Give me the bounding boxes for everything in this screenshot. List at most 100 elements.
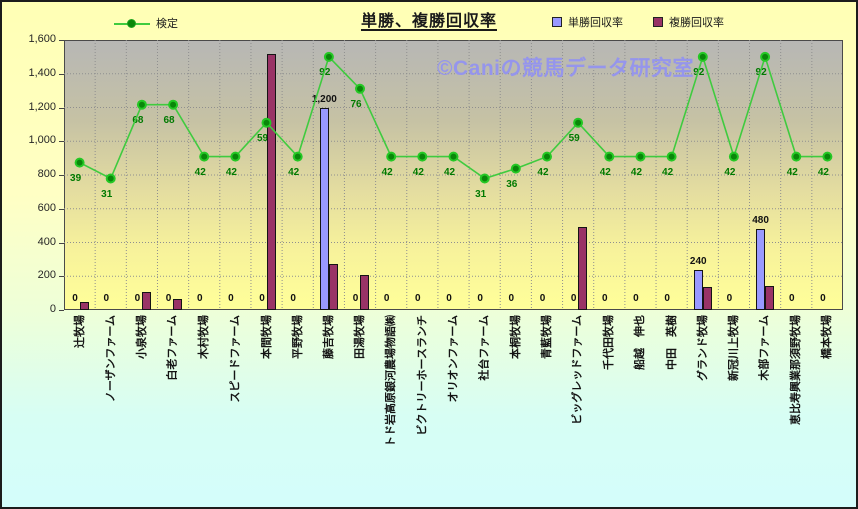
x-axis-label: 橋本牧場 [821, 315, 834, 359]
x-axis-label: スピードファーム [229, 315, 242, 403]
legend-fukusho-label: 複勝回収率 [669, 17, 724, 29]
x-axis-label: 木村牧場 [198, 315, 211, 359]
fukusho-bar [79, 302, 89, 310]
x-axis-label: 中田 英樹 [665, 315, 678, 370]
bar-value-label: 0 [664, 293, 670, 304]
bar-value-label: 0 [290, 293, 296, 304]
kentei-marker [697, 51, 708, 62]
line-value-label: 42 [817, 166, 829, 178]
legend-kentei-label: 検定 [156, 18, 178, 30]
legend-item-tansho: 単勝回収率 [552, 14, 623, 30]
line-value-label: 42 [443, 166, 456, 178]
bar-value-label: 0 [259, 293, 265, 304]
y-axis-tick [59, 276, 64, 278]
legend-item-fukusho: 複勝回収率 [653, 14, 724, 30]
fukusho-bar [173, 299, 183, 310]
x-axis-label: 本桐牧場 [509, 315, 522, 359]
x-axis-label: 本間牧場 [260, 315, 273, 359]
line-value-label: 42 [381, 166, 393, 178]
kentei-marker [791, 151, 802, 162]
bar-value-label: 480 [752, 215, 769, 226]
bar-value-label: 1,200 [311, 93, 337, 105]
x-axis-label: グランド牧場 [696, 315, 709, 381]
bar-value-label: 0 [446, 293, 452, 304]
kentei-marker [573, 117, 584, 128]
fukusho-bar [578, 227, 588, 310]
x-axis-label: 辻牧場 [73, 315, 86, 348]
kentei-marker [136, 99, 147, 110]
bar-value-label: 0 [165, 293, 172, 304]
line-value-label: 42 [599, 166, 611, 178]
tansho-bar [319, 107, 329, 310]
kentei-marker [105, 173, 116, 184]
x-axis-label: 田湯牧場 [354, 315, 367, 359]
kentei-marker [168, 99, 179, 110]
line-value-label: 31 [475, 188, 487, 200]
kentei-marker [448, 151, 459, 162]
y-axis-label: 1,600 [28, 33, 56, 45]
tansho-bar [693, 269, 703, 310]
line-value-label: 42 [662, 166, 674, 178]
x-axis-label: 船越 伸也 [634, 315, 647, 370]
x-axis-label: ビクトリーホースランチ [416, 315, 429, 436]
x-axis-label: 木部ファーム [759, 315, 772, 381]
x-axis-label: 平野牧場 [291, 315, 304, 359]
kentei-marker [542, 151, 552, 162]
y-axis-tick [59, 310, 64, 311]
fukusho-bar [141, 292, 151, 310]
kentei-marker [479, 173, 490, 184]
bar-value-label: 0 [352, 293, 359, 304]
kentei-marker [355, 83, 365, 94]
line-value-label: 76 [350, 98, 362, 110]
bar-value-label: 0 [539, 293, 546, 304]
bar-value-label: 0 [477, 293, 483, 304]
tansho-bar [756, 229, 766, 310]
y-axis-tick [59, 175, 64, 176]
x-axis-label: 千代田牧場 [603, 315, 616, 370]
line-value-label: 31 [101, 188, 113, 200]
bar-value-label: 0 [820, 293, 826, 304]
x-axis-label: 恵比寿興業那須野牧場 [790, 315, 803, 425]
x-axis-label: 白老ファーム [167, 315, 180, 381]
kentei-marker [666, 151, 677, 162]
bar-value-label: 0 [228, 293, 234, 304]
bar-value-label: 0 [415, 293, 421, 304]
y-axis-label: 1,400 [28, 66, 56, 79]
fukusho-bar [702, 287, 712, 310]
y-axis-label: 0 [49, 303, 56, 315]
bar-value-label: 0 [602, 293, 608, 304]
x-axis-label: 藤吉牧場 [322, 315, 335, 359]
kentei-marker [417, 151, 428, 162]
line-value-label: 68 [132, 114, 144, 126]
legend-kentei: 検定 [114, 15, 178, 31]
fukusho-key-icon [653, 17, 663, 27]
kentei-marker [261, 117, 272, 128]
chart-title: 単勝、複勝回収率 [360, 13, 497, 30]
y-axis-label: 600 [37, 201, 56, 214]
legend-tansho-label: 単勝回収率 [568, 17, 623, 29]
y-axis-tick [59, 242, 64, 244]
bar-value-label: 0 [788, 293, 795, 304]
kentei-marker [635, 151, 646, 162]
line-value-label: 42 [724, 166, 736, 178]
line-value-label: 59 [568, 132, 580, 144]
line-value-label: 36 [506, 178, 518, 190]
gridlines [64, 40, 843, 310]
line-value-label: 42 [194, 166, 206, 178]
bar-value-label: 0 [134, 293, 141, 304]
y-axis-label: 800 [37, 168, 56, 180]
kentei-marker [760, 51, 771, 62]
x-axis-label: トド岩高原銀河農場物語㈱ [385, 315, 398, 447]
kentei-marker [323, 51, 334, 62]
y-axis-tick [59, 73, 64, 75]
bar-value-label: 0 [72, 293, 78, 304]
x-axis-label: ノーザンファーム [104, 315, 117, 403]
kentei-marker [199, 151, 210, 162]
fukusho-bar [360, 274, 370, 310]
bar-value-label: 0 [726, 293, 733, 304]
x-axis-label: 新冠川上牧場 [727, 315, 740, 381]
kentei-marker [292, 151, 303, 162]
line-value-label: 42 [412, 166, 424, 178]
